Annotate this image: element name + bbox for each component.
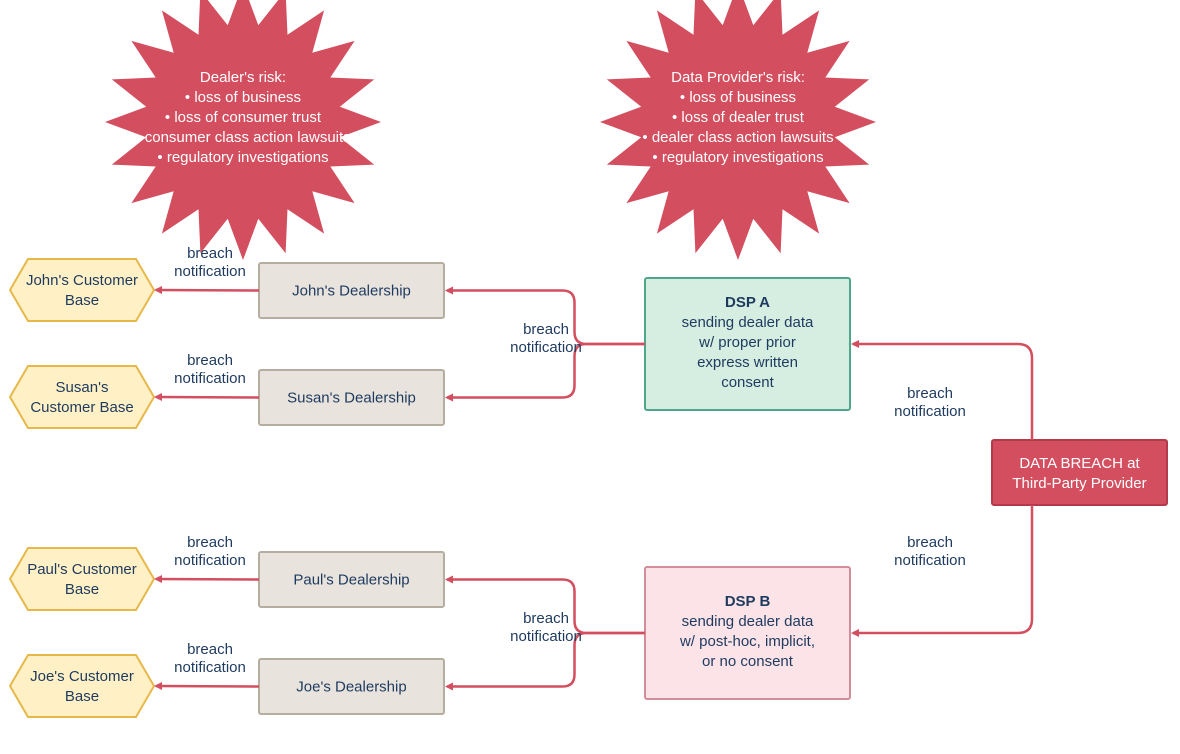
pauls-dealership: Paul's Dealership: [259, 552, 444, 607]
john-customer-base: John's CustomerBase: [10, 259, 154, 321]
svg-text:breachnotification: breachnotification: [174, 245, 246, 280]
dealer-risk-burst: Dealer's risk:• loss of business• loss o…: [105, 0, 381, 260]
dsp-a: DSP Asending dealer dataw/ proper priore…: [645, 278, 850, 410]
joes-dealership: Joe's Dealership: [259, 659, 444, 714]
data-breach: DATA BREACH atThird-Party Provider: [992, 440, 1167, 505]
svg-text:breachnotification: breachnotification: [510, 321, 582, 356]
johns-dealership: John's Dealership: [259, 263, 444, 318]
dsp-b: DSP Bsending dealer dataw/ post-hoc, imp…: [645, 567, 850, 699]
susans-dealership: Susan's Dealership: [259, 370, 444, 425]
joe-customer-base: Joe's CustomerBase: [10, 655, 154, 717]
svg-text:breachnotification: breachnotification: [174, 352, 246, 387]
provider-risk-burst: Data Provider's risk:• loss of business•…: [600, 0, 876, 260]
susan-customer-base: Susan'sCustomer Base: [10, 366, 154, 428]
svg-text:breachnotification: breachnotification: [174, 534, 246, 569]
svg-text:breachnotification: breachnotification: [894, 385, 966, 420]
svg-text:Paul's Dealership: Paul's Dealership: [293, 572, 409, 589]
svg-text:breachnotification: breachnotification: [174, 641, 246, 676]
svg-text:breachnotification: breachnotification: [894, 534, 966, 569]
svg-text:Susan's Dealership: Susan's Dealership: [287, 390, 416, 407]
paul-customer-base: Paul's CustomerBase: [10, 548, 154, 610]
svg-text:Joe's Dealership: Joe's Dealership: [296, 679, 406, 696]
svg-text:breachnotification: breachnotification: [510, 610, 582, 645]
svg-text:John's Dealership: John's Dealership: [292, 283, 411, 300]
